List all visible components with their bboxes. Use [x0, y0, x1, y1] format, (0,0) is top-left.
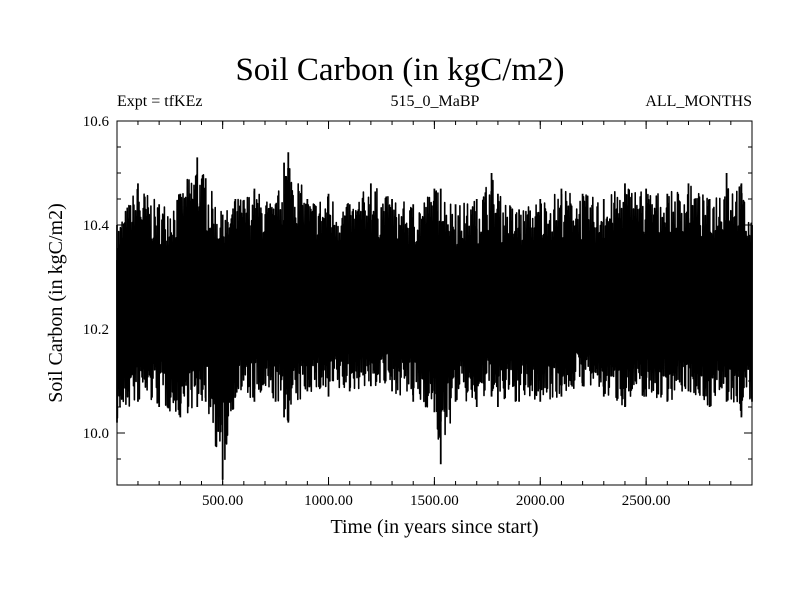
y-tick-label: 10.2: [83, 322, 109, 338]
y-tick-label: 10.4: [83, 218, 110, 234]
period-label: 515_0_MaBP: [390, 93, 480, 110]
x-axis-label: Time (in years since start): [330, 516, 538, 538]
y-tick-label: 10.0: [83, 426, 109, 442]
x-tick-label: 1500.00: [410, 493, 459, 509]
x-tick-label: 2000.00: [516, 493, 565, 509]
x-tick-label: 1000.00: [304, 493, 353, 509]
y-axis-label: Soil Carbon (in kgC/m2): [45, 203, 67, 402]
months-label: ALL_MONTHS: [645, 93, 752, 110]
x-tick-label: 2500.00: [622, 493, 671, 509]
y-tick-label: 10.6: [83, 114, 110, 130]
x-tick-label: 500.00: [202, 493, 243, 509]
experiment-label: Expt = tfKEz: [117, 93, 203, 110]
chart-title: Soil Carbon (in kgC/m2): [235, 52, 565, 88]
